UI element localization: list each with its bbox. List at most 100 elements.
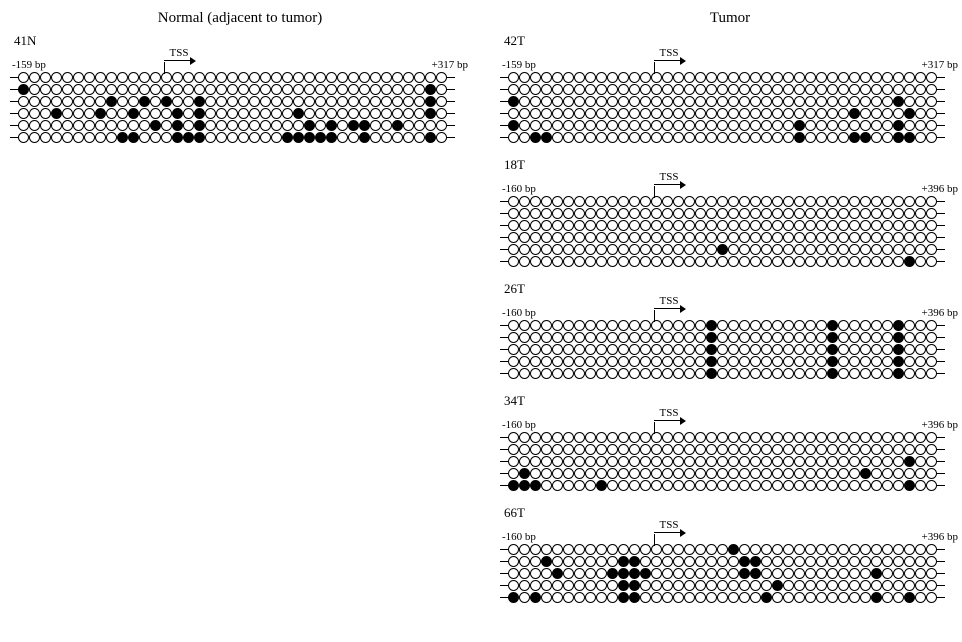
cpg-methylated-icon <box>607 568 618 579</box>
cpg-unmethylated-icon <box>772 84 783 95</box>
cpg-unmethylated-icon <box>585 332 596 343</box>
cpg-unmethylated-icon <box>205 72 216 83</box>
cpg-unmethylated-icon <box>139 120 150 131</box>
cpg-unmethylated-icon <box>607 344 618 355</box>
row-tail <box>937 337 945 338</box>
cpg-unmethylated-icon <box>717 368 728 379</box>
cpg-unmethylated-icon <box>860 432 871 443</box>
cpg-unmethylated-icon <box>882 444 893 455</box>
cpg-methylated-icon <box>849 132 860 143</box>
cpg-unmethylated-icon <box>860 556 871 567</box>
cpg-unmethylated-icon <box>563 480 574 491</box>
cpg-unmethylated-icon <box>596 320 607 331</box>
cpg-unmethylated-icon <box>926 580 937 591</box>
cpg-unmethylated-icon <box>915 480 926 491</box>
row-tail <box>937 449 945 450</box>
cpg-unmethylated-icon <box>915 444 926 455</box>
cpg-unmethylated-icon <box>238 120 249 131</box>
cpg-unmethylated-icon <box>926 220 937 231</box>
cpg-unmethylated-icon <box>871 580 882 591</box>
cpg-unmethylated-icon <box>95 96 106 107</box>
cpg-unmethylated-icon <box>62 72 73 83</box>
cpg-unmethylated-icon <box>508 232 519 243</box>
cpg-unmethylated-icon <box>640 208 651 219</box>
cpg-unmethylated-icon <box>596 108 607 119</box>
cpg-unmethylated-icon <box>783 108 794 119</box>
cpg-unmethylated-icon <box>684 220 695 231</box>
row-tail <box>500 449 508 450</box>
cpg-unmethylated-icon <box>271 132 282 143</box>
cpg-unmethylated-icon <box>18 72 29 83</box>
tss-marker: TSS <box>652 171 686 198</box>
cpg-unmethylated-icon <box>805 196 816 207</box>
cpg-unmethylated-icon <box>73 84 84 95</box>
cpg-unmethylated-icon <box>882 108 893 119</box>
cpg-methylated-icon <box>706 332 717 343</box>
cpg-methylated-icon <box>849 108 860 119</box>
cpg-unmethylated-icon <box>651 444 662 455</box>
cpg-unmethylated-icon <box>926 544 937 555</box>
cpg-methylated-icon <box>706 356 717 367</box>
cpg-unmethylated-icon <box>926 432 937 443</box>
row-tail <box>500 101 508 102</box>
cpg-unmethylated-icon <box>761 96 772 107</box>
cpg-methylated-icon <box>904 456 915 467</box>
cpg-unmethylated-icon <box>761 220 772 231</box>
cpg-unmethylated-icon <box>761 244 772 255</box>
cpg-unmethylated-icon <box>871 256 882 267</box>
cpg-unmethylated-icon <box>904 320 915 331</box>
cpg-unmethylated-icon <box>150 84 161 95</box>
cpg-unmethylated-icon <box>618 344 629 355</box>
cpg-unmethylated-icon <box>662 480 673 491</box>
cpg-unmethylated-icon <box>673 320 684 331</box>
tss-marker: TSS <box>652 407 686 434</box>
cpg-unmethylated-icon <box>563 220 574 231</box>
cpg-unmethylated-icon <box>882 232 893 243</box>
cpg-unmethylated-icon <box>414 72 425 83</box>
cpg-unmethylated-icon <box>750 544 761 555</box>
cpg-unmethylated-icon <box>51 72 62 83</box>
cpg-unmethylated-icon <box>827 220 838 231</box>
cpg-unmethylated-icon <box>348 108 359 119</box>
cpg-unmethylated-icon <box>827 544 838 555</box>
row-tail <box>500 89 508 90</box>
cpg-unmethylated-icon <box>563 108 574 119</box>
lollipop-row <box>500 119 960 131</box>
cpg-unmethylated-icon <box>530 244 541 255</box>
cpg-unmethylated-icon <box>926 444 937 455</box>
cpg-unmethylated-icon <box>607 208 618 219</box>
cpg-unmethylated-icon <box>596 220 607 231</box>
cpg-unmethylated-icon <box>585 108 596 119</box>
cpg-unmethylated-icon <box>585 196 596 207</box>
cpg-unmethylated-icon <box>585 344 596 355</box>
cpg-unmethylated-icon <box>508 568 519 579</box>
cpg-unmethylated-icon <box>882 84 893 95</box>
cpg-methylated-icon <box>150 120 161 131</box>
cpg-unmethylated-icon <box>827 84 838 95</box>
cpg-unmethylated-icon <box>904 544 915 555</box>
cpg-unmethylated-icon <box>706 580 717 591</box>
cpg-unmethylated-icon <box>849 592 860 603</box>
cpg-unmethylated-icon <box>794 544 805 555</box>
cpg-unmethylated-icon <box>541 72 552 83</box>
cpg-unmethylated-icon <box>827 196 838 207</box>
cpg-unmethylated-icon <box>772 220 783 231</box>
row-tail <box>500 325 508 326</box>
cpg-unmethylated-icon <box>915 220 926 231</box>
cpg-unmethylated-icon <box>541 96 552 107</box>
cpg-unmethylated-icon <box>662 220 673 231</box>
cpg-unmethylated-icon <box>695 480 706 491</box>
cpg-unmethylated-icon <box>684 320 695 331</box>
cpg-unmethylated-icon <box>629 368 640 379</box>
cpg-unmethylated-icon <box>816 220 827 231</box>
cpg-unmethylated-icon <box>783 196 794 207</box>
cpg-unmethylated-icon <box>926 120 937 131</box>
cpg-unmethylated-icon <box>530 456 541 467</box>
cpg-unmethylated-icon <box>739 120 750 131</box>
cpg-unmethylated-icon <box>541 232 552 243</box>
cpg-unmethylated-icon <box>805 320 816 331</box>
cpg-unmethylated-icon <box>629 120 640 131</box>
cpg-unmethylated-icon <box>662 132 673 143</box>
cpg-unmethylated-icon <box>805 220 816 231</box>
cpg-unmethylated-icon <box>849 320 860 331</box>
